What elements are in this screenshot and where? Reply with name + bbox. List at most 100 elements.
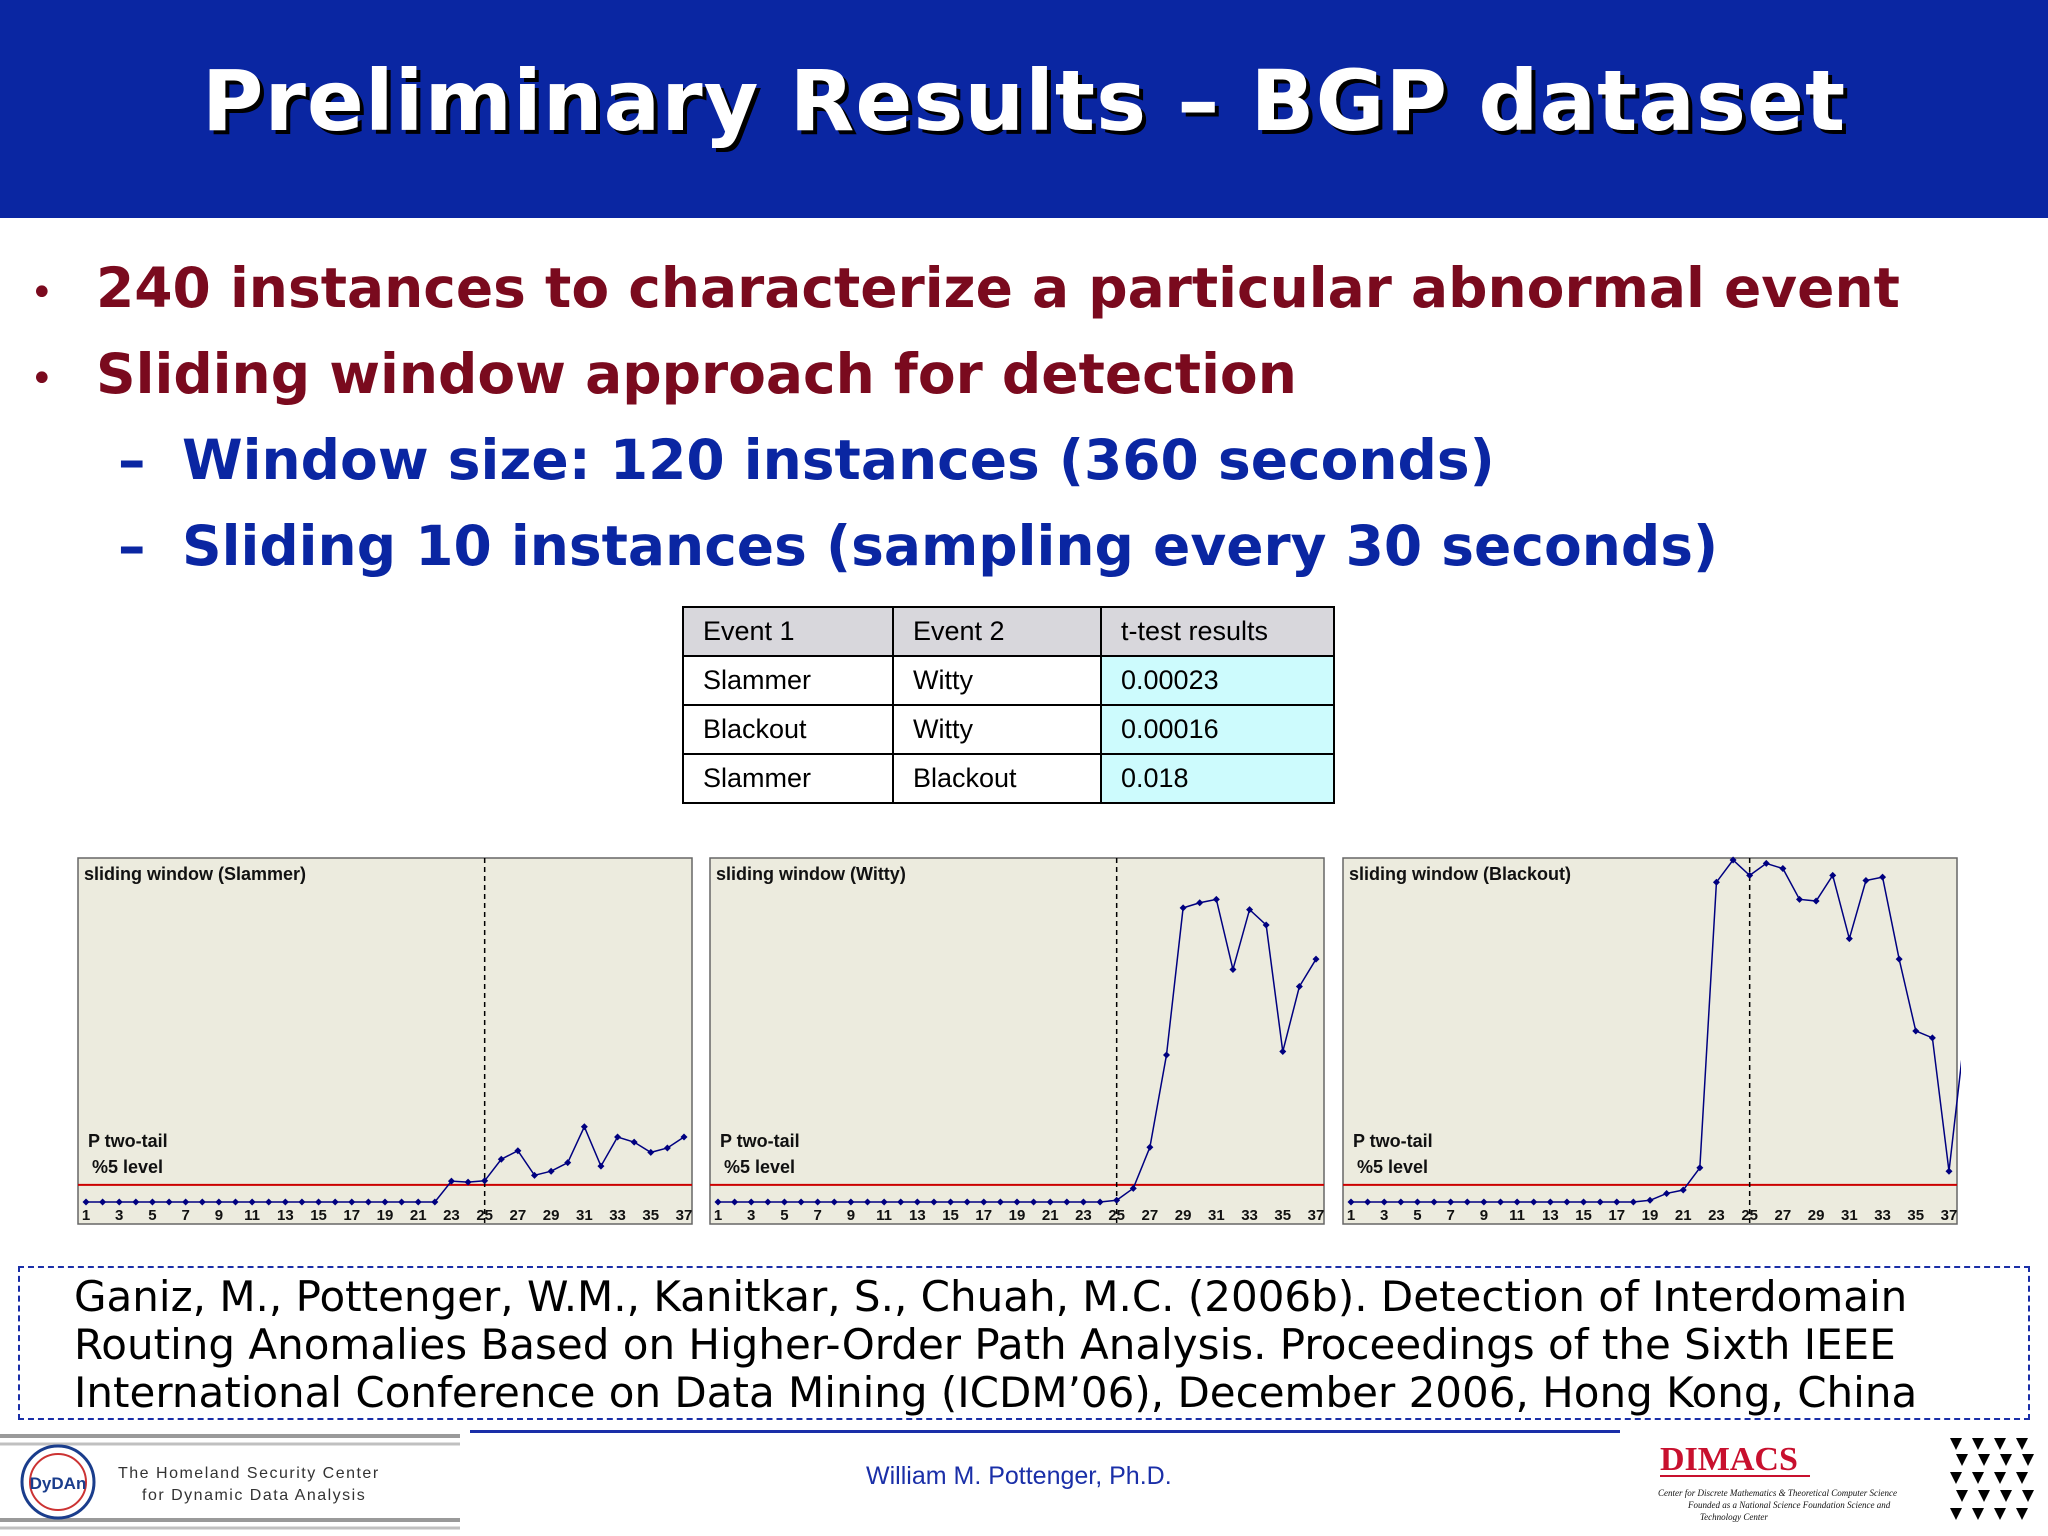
data-point — [298, 1198, 306, 1206]
data-point — [1295, 983, 1303, 991]
x-tick-label: 25 — [1108, 1207, 1125, 1224]
chart-title: sliding window (Slammer) — [84, 864, 306, 884]
data-point — [1513, 1198, 1521, 1206]
table-row: Slammer Blackout 0.018 — [682, 753, 1335, 804]
x-tick-label: 21 — [1042, 1207, 1059, 1224]
x-tick-label: 31 — [1208, 1207, 1225, 1224]
plot-area — [1342, 857, 1958, 1225]
x-tick-label: 27 — [510, 1207, 527, 1224]
subbullet-text: Window size: 120 instances (360 seconds) — [182, 428, 1495, 492]
data-point — [913, 1198, 921, 1206]
data-point — [1613, 1198, 1621, 1206]
dimacs-logo: DIMACS Center for Discrete Mathematics &… — [1658, 1438, 2034, 1522]
data-point — [248, 1198, 256, 1206]
x-tick-label: 11 — [1509, 1207, 1525, 1224]
chart-title: sliding window (Witty) — [716, 864, 906, 884]
data-point — [647, 1148, 655, 1156]
data-point — [165, 1198, 173, 1206]
table-cell: Slammer — [682, 753, 894, 804]
data-point — [514, 1147, 522, 1155]
data-point — [1729, 856, 1737, 864]
bullet-text: Sliding window approach for detection — [96, 342, 1297, 406]
dimacs-caption: Founded as a National Science Foundation… — [1687, 1500, 1891, 1510]
data-point — [1397, 1198, 1405, 1206]
x-tick-label: 37 — [1308, 1207, 1325, 1224]
x-tick-label: 33 — [1874, 1207, 1891, 1224]
x-tick-label: 31 — [1841, 1207, 1858, 1224]
x-tick-label: 9 — [215, 1207, 223, 1224]
threshold-label: P two-tail — [720, 1131, 800, 1151]
threshold-label: %5 level — [724, 1157, 795, 1177]
data-point — [115, 1198, 123, 1206]
data-point — [1447, 1198, 1455, 1206]
table-header-cell: t-test results — [1100, 606, 1335, 657]
threshold-label: %5 level — [1357, 1157, 1428, 1177]
data-point — [1212, 895, 1220, 903]
threshold-label: P two-tail — [88, 1131, 168, 1151]
data-point — [1480, 1198, 1488, 1206]
dydan-badge-text: DyDAn — [30, 1474, 87, 1493]
data-point — [1879, 873, 1887, 881]
data-point — [1563, 1198, 1571, 1206]
subbullet-marker: – — [118, 428, 146, 492]
data-point — [182, 1198, 190, 1206]
x-tick-label: 27 — [1142, 1207, 1159, 1224]
x-tick-label: 19 — [1009, 1207, 1026, 1224]
data-point — [680, 1133, 688, 1141]
x-tick-label: 1 — [714, 1207, 722, 1224]
data-point — [1129, 1184, 1137, 1192]
x-tick-label: 37 — [676, 1207, 693, 1224]
data-point — [1413, 1198, 1421, 1206]
data-point — [1746, 871, 1754, 879]
data-point — [215, 1198, 223, 1206]
data-point — [830, 1198, 838, 1206]
data-point — [99, 1198, 107, 1206]
data-point — [1364, 1198, 1372, 1206]
data-point — [1013, 1198, 1021, 1206]
data-point — [1596, 1198, 1604, 1206]
citation-line: Routing Anomalies Based on Higher-Order … — [74, 1320, 1896, 1369]
x-tick-label: 19 — [1642, 1207, 1659, 1224]
data-point — [1096, 1198, 1104, 1206]
data-point — [1030, 1198, 1038, 1206]
table-cell: 0.00016 — [1100, 704, 1335, 755]
data-point — [148, 1198, 156, 1206]
data-point — [847, 1198, 855, 1206]
data-point — [1862, 877, 1870, 885]
data-point — [864, 1198, 871, 1206]
x-tick-label: 5 — [1413, 1207, 1421, 1224]
x-tick-label: 35 — [1274, 1207, 1291, 1224]
data-point — [1796, 895, 1803, 903]
x-tick-label: 23 — [1075, 1207, 1092, 1224]
table-row: Slammer Witty 0.00023 — [682, 655, 1335, 706]
x-tick-label: 17 — [343, 1207, 360, 1224]
data-point — [1829, 871, 1837, 879]
data-point — [1146, 1143, 1154, 1151]
data-point — [1079, 1198, 1087, 1206]
dydan-logo: DyDAn The Homeland Security Center for D… — [0, 1434, 460, 1530]
footer-divider — [470, 1430, 1620, 1433]
data-point — [1762, 859, 1770, 867]
dydan-line1: The Homeland Security Center — [118, 1465, 380, 1482]
x-tick-label: 15 — [310, 1207, 327, 1224]
x-tick-label: 23 — [443, 1207, 460, 1224]
x-tick-label: 29 — [1175, 1207, 1192, 1224]
x-tick-label: 9 — [1480, 1207, 1488, 1224]
plot-area — [709, 857, 1325, 1225]
x-tick-label: 21 — [410, 1207, 427, 1224]
x-tick-label: 13 — [277, 1207, 294, 1224]
data-point — [447, 1177, 455, 1185]
data-point — [331, 1198, 339, 1206]
data-point — [381, 1198, 389, 1206]
subbullet-text: Sliding 10 instances (sampling every 30 … — [182, 514, 1719, 578]
data-point — [1163, 1051, 1170, 1059]
data-point — [232, 1198, 239, 1206]
data-point — [464, 1178, 472, 1186]
dydan-line2: for Dynamic Data Analysis — [142, 1487, 366, 1504]
data-point — [431, 1198, 439, 1206]
chart-witty: sliding window (Witty) P two-tail %5 level… — [709, 857, 1325, 1225]
data-point — [1646, 1196, 1654, 1204]
data-point — [1696, 1164, 1704, 1172]
x-tick-label: 25 — [476, 1207, 493, 1224]
table-cell: 0.018 — [1100, 753, 1335, 804]
